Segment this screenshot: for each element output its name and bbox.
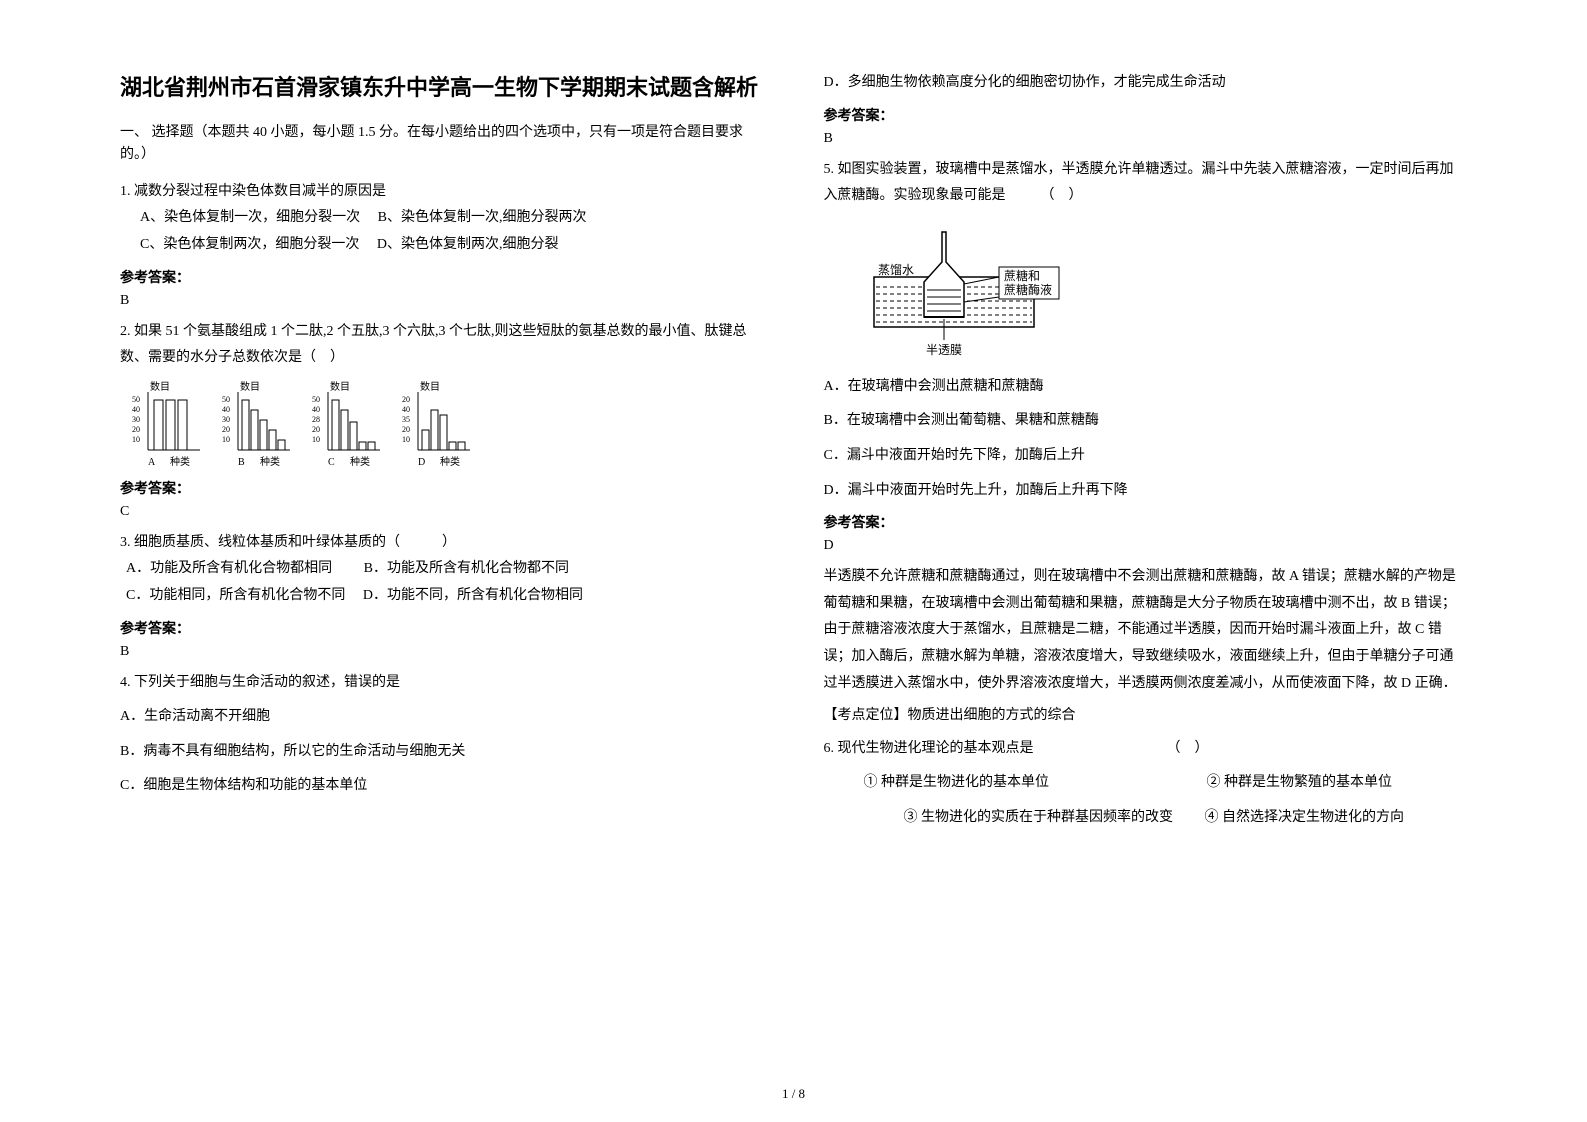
svg-text:D: D (418, 457, 425, 468)
q1-answer: B (120, 293, 764, 309)
q5-stem: 5. 如图实验装置，玻璃槽中是蒸馏水，半透膜允许单糖透过。漏斗中先装入蔗糖溶液，… (824, 157, 1468, 210)
svg-text:40: 40 (222, 405, 230, 414)
q5-answer: D (824, 538, 1468, 554)
label-sugar1: 蔗糖和 (1004, 268, 1040, 283)
question-5: 5. 如图实验装置，玻璃槽中是蒸馏水，半透膜允许单糖透过。漏斗中先装入蔗糖溶液，… (824, 157, 1468, 210)
q6-opt-3: ③ 生物进化的实质在于种群基因频率的改变 (904, 810, 1174, 825)
q4-opt-a: A．生命活动离不开细胞 (120, 704, 764, 731)
svg-text:50: 50 (222, 395, 230, 404)
q4-opt-b: B．病毒不具有细胞结构，所以它的生命活动与细胞无关 (120, 739, 764, 766)
svg-text:数目: 数目 (330, 380, 350, 393)
q3-opt-b: B．功能及所含有机化合物都不同 (364, 561, 569, 576)
q1-options: A、染色体复制一次，细胞分裂一次 B、染色体复制一次,细胞分裂两次 C、染色体复… (120, 205, 764, 258)
q4-stem: 4. 下列关于细胞与生命活动的叙述，错误的是 (120, 670, 764, 697)
chart-d: 数目 20 40 35 20 10 D 种类 (400, 380, 480, 470)
q1-stem: 1. 减数分裂过程中染色体数目减半的原因是 (120, 179, 764, 206)
svg-text:A: A (148, 457, 156, 468)
svg-text:数目: 数目 (420, 380, 440, 393)
svg-text:50: 50 (132, 395, 140, 404)
q6-opt-2: ② 种群是生物繁殖的基本单位 (1207, 775, 1393, 790)
q2-answer-label: 参考答案： (120, 478, 764, 498)
q6-opt-4: ④ 自然选择决定生物进化的方向 (1205, 810, 1405, 825)
q3-opt-c: C．功能相同，所含有机化合物不同 (126, 588, 345, 603)
label-sugar2: 蔗糖酶液 (1004, 282, 1052, 297)
svg-text:种类: 种类 (440, 455, 460, 468)
q6-stem: 6. 现代生物进化理论的基本观点是 （ ） (824, 736, 1468, 763)
q5-explanation: 半透膜不允许蔗糖和蔗糖酶通过，则在玻璃槽中不会测出蔗糖和蔗糖酶，故 A 错误；蔗… (824, 564, 1468, 697)
label-membrane: 半透膜 (926, 343, 962, 357)
q3-answer-label: 参考答案： (120, 618, 764, 638)
svg-text:10: 10 (222, 435, 230, 444)
svg-text:40: 40 (402, 405, 410, 414)
q3-answer: B (120, 644, 764, 660)
label-water: 蒸馏水 (878, 263, 914, 277)
svg-text:20: 20 (222, 425, 230, 434)
q4-opt-c: C．细胞是生物体结构和功能的基本单位 (120, 773, 764, 800)
svg-text:种类: 种类 (350, 455, 370, 468)
q5-answer-label: 参考答案： (824, 512, 1468, 532)
q2-stem: 2. 如果 51 个氨基酸组成 1 个二肽,2 个五肽,3 个六肽,3 个七肽,… (120, 319, 764, 372)
svg-text:20: 20 (402, 395, 410, 404)
svg-text:数目: 数目 (150, 380, 170, 393)
q3-options: A．功能及所含有机化合物都相同 B．功能及所含有机化合物都不同 C．功能相同，所… (120, 556, 764, 609)
svg-text:50: 50 (312, 395, 320, 404)
chart-c: 数目 50 40 28 20 10 C 种类 (310, 380, 390, 470)
q6-line1: ① 种群是生物进化的基本单位 ② 种群是生物繁殖的基本单位 (824, 770, 1468, 797)
svg-text:10: 10 (312, 435, 320, 444)
q4-answer-label: 参考答案： (824, 105, 1468, 125)
q1-opt-a: A、染色体复制一次，细胞分裂一次 (140, 210, 360, 225)
svg-text:28: 28 (312, 415, 320, 424)
q1-opt-d: D、染色体复制两次,细胞分裂 (377, 237, 559, 252)
svg-text:种类: 种类 (170, 455, 190, 468)
chart-b: 数目 50 40 30 20 10 B 种类 (220, 380, 300, 470)
svg-text:20: 20 (132, 425, 140, 434)
svg-text:30: 30 (222, 415, 230, 424)
right-column: D．多细胞生物依赖高度分化的细胞密切协作，才能完成生命活动 参考答案： B 5.… (794, 70, 1498, 1082)
q6-opt-1: ① 种群是生物进化的基本单位 (864, 775, 1050, 790)
svg-text:20: 20 (312, 425, 320, 434)
q2-charts: 数目 50 40 30 20 10 A 种类 数目 (130, 380, 764, 470)
question-3: 3. 细胞质基质、线粒体基质和叶绿体基质的（ ） A．功能及所含有机化合物都相同… (120, 530, 764, 610)
q1-opt-b: B、染色体复制一次,细胞分裂两次 (378, 210, 587, 225)
svg-text:B: B (238, 457, 245, 468)
svg-text:C: C (328, 457, 335, 468)
q5-diagram: 蒸馏水 蔗糖和 蔗糖酶液 半透膜 (864, 222, 1468, 362)
q1-answer-label: 参考答案： (120, 267, 764, 287)
q5-opt-a: A．在玻璃槽中会测出蔗糖和蔗糖酶 (824, 374, 1468, 401)
q6-line2: ③ 生物进化的实质在于种群基因频率的改变 ④ 自然选择决定生物进化的方向 (824, 805, 1468, 832)
svg-text:20: 20 (402, 425, 410, 434)
question-4: 4. 下列关于细胞与生命活动的叙述，错误的是 (120, 670, 764, 697)
q5-opt-b: B．在玻璃槽中会测出葡萄糖、果糖和蔗糖酶 (824, 408, 1468, 435)
chart-a: 数目 50 40 30 20 10 A 种类 (130, 380, 210, 470)
question-1: 1. 减数分裂过程中染色体数目减半的原因是 A、染色体复制一次，细胞分裂一次 B… (120, 179, 764, 259)
q4-answer: B (824, 131, 1468, 147)
exam-title: 湖北省荆州市石首滑家镇东升中学高一生物下学期期末试题含解析 (120, 70, 764, 102)
svg-text:30: 30 (132, 415, 140, 424)
question-6: 6. 现代生物进化理论的基本观点是 （ ） (824, 736, 1468, 763)
q5-opt-d: D．漏斗中液面开始时先上升，加酶后上升再下降 (824, 478, 1468, 505)
left-column: 湖北省荆州市石首滑家镇东升中学高一生物下学期期末试题含解析 一、 选择题（本题共… (90, 70, 794, 1082)
q1-opt-c: C、染色体复制两次，细胞分裂一次 (140, 237, 359, 252)
q4-opt-d: D．多细胞生物依赖高度分化的细胞密切协作，才能完成生命活动 (824, 70, 1468, 97)
svg-text:种类: 种类 (260, 455, 280, 468)
q3-opt-d: D．功能不同，所含有机化合物相同 (363, 588, 583, 603)
question-2: 2. 如果 51 个氨基酸组成 1 个二肽,2 个五肽,3 个六肽,3 个七肽,… (120, 319, 764, 372)
page: 湖北省荆州市石首滑家镇东升中学高一生物下学期期末试题含解析 一、 选择题（本题共… (0, 0, 1587, 1122)
svg-text:10: 10 (132, 435, 140, 444)
page-number: 1 / 8 (782, 1086, 805, 1102)
q5-opt-c: C．漏斗中液面开始时先下降，加酶后上升 (824, 443, 1468, 470)
q3-stem: 3. 细胞质基质、线粒体基质和叶绿体基质的（ ） (120, 530, 764, 557)
svg-text:数目: 数目 (240, 380, 260, 393)
svg-text:10: 10 (402, 435, 410, 444)
q5-topic: 【考点定位】物质进出细胞的方式的综合 (824, 703, 1468, 730)
q2-answer: C (120, 504, 764, 520)
q3-opt-a: A．功能及所含有机化合物都相同 (126, 561, 332, 576)
svg-text:40: 40 (132, 405, 140, 414)
svg-text:35: 35 (402, 415, 410, 424)
section-1-header: 一、 选择题（本题共 40 小题，每小题 1.5 分。在每小题给出的四个选项中，… (120, 122, 764, 167)
svg-text:40: 40 (312, 405, 320, 414)
